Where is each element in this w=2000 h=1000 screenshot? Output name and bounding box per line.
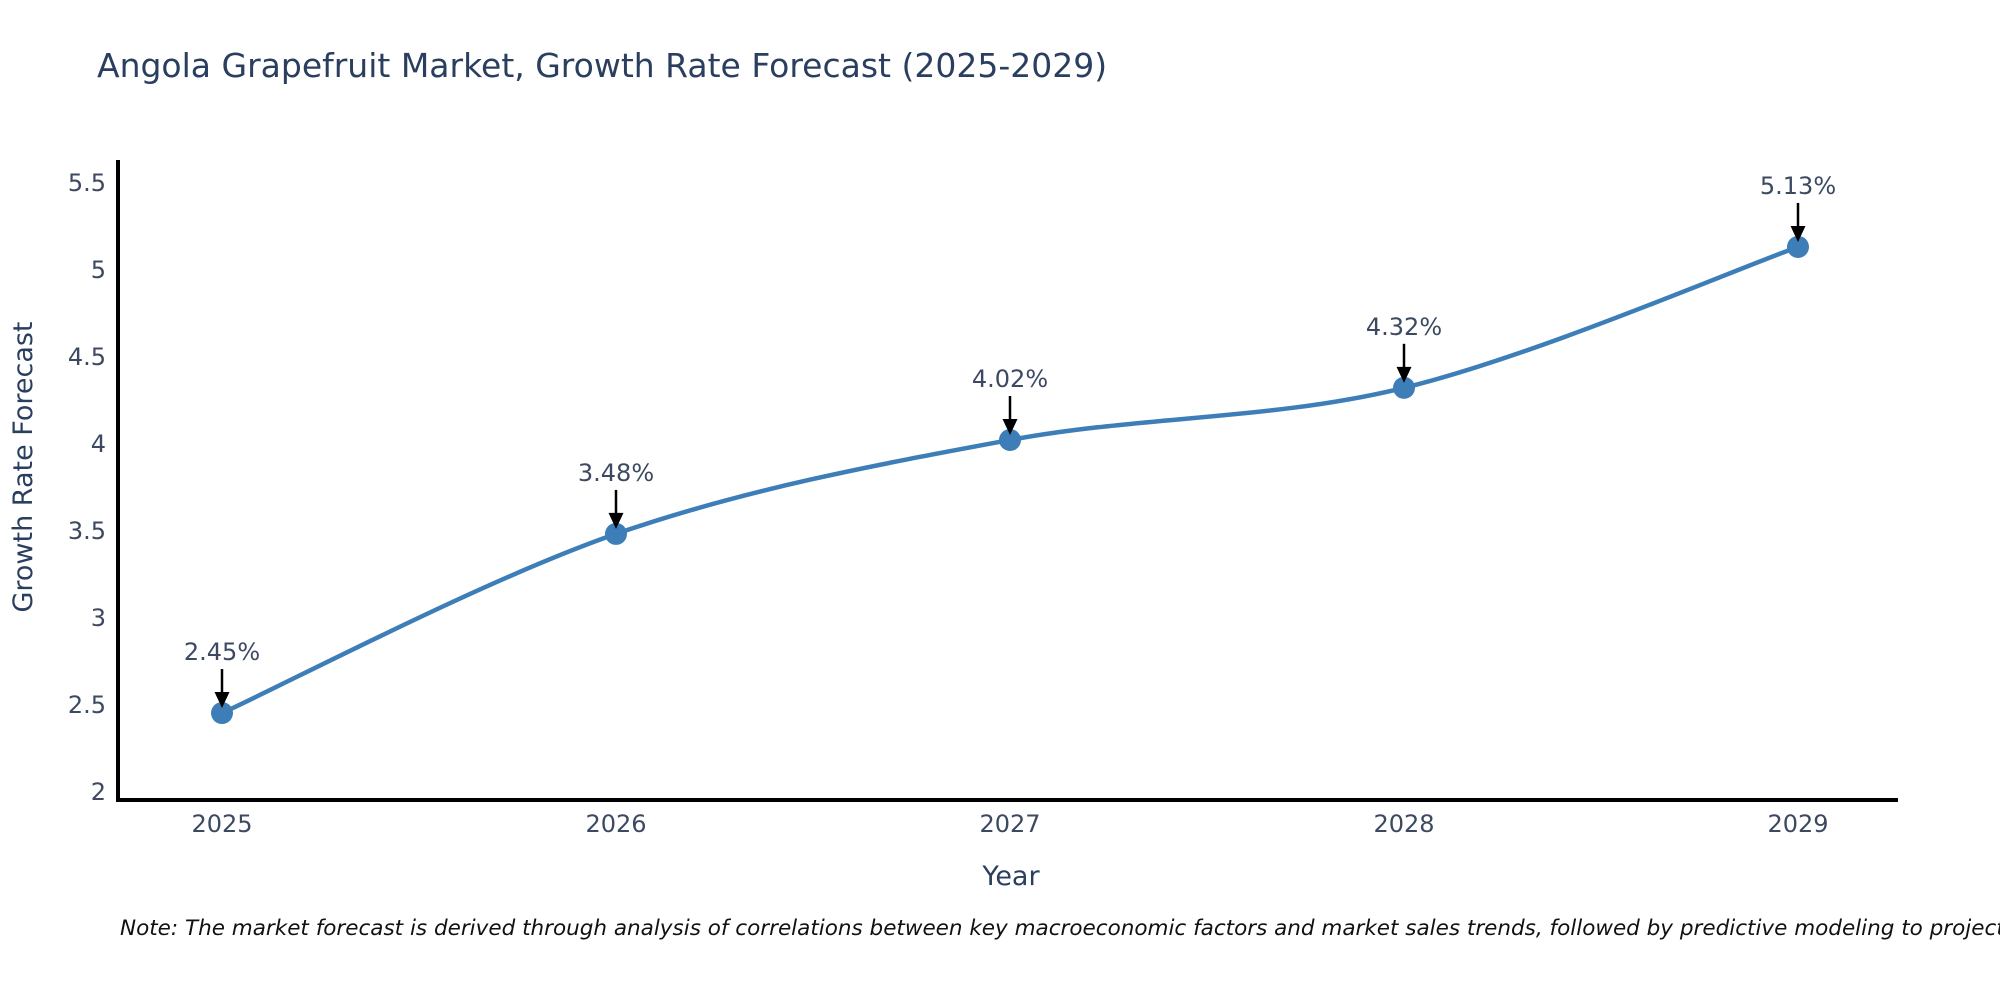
annotation-arrowhead-icon [1002, 419, 1018, 435]
data-point-marker [999, 429, 1021, 451]
y-tick-label: 4.5 [68, 343, 106, 371]
point-value-label: 4.32% [1366, 313, 1442, 341]
x-tick-label: 2027 [979, 810, 1040, 838]
point-value-label: 4.02% [972, 365, 1048, 393]
annotation-arrowhead-icon [1396, 366, 1412, 383]
y-tick-label: 3 [91, 604, 106, 632]
annotation-arrowhead-icon [608, 512, 624, 529]
data-point-marker [1787, 235, 1809, 258]
axis-lines [116, 160, 1898, 802]
y-axis-title: Growth Rate Forecast [8, 321, 39, 612]
annotation-arrowhead-icon [214, 692, 230, 709]
forecast-line [219, 244, 1801, 716]
data-series [211, 235, 1809, 725]
footnote: Note: The market forecast is derived thr… [120, 916, 2000, 941]
point-value-label: 3.48% [578, 459, 654, 487]
x-tick-label: 2028 [1373, 810, 1434, 838]
point-annotations: 2.45% 3.48% 4.02% 4.32% 5.13% [184, 172, 1836, 709]
data-point-marker [605, 522, 627, 545]
annotation-arrowhead-icon [1790, 225, 1806, 242]
y-axis-tick-labels: 2 2.5 3 3.5 4 4.5 5 5.5 [68, 169, 106, 806]
x-tick-label: 2029 [1767, 810, 1828, 838]
point-value-label: 5.13% [1760, 172, 1836, 200]
point-value-label: 2.45% [184, 638, 260, 666]
x-axis-tick-labels: 2025 2026 2027 2028 2029 [191, 810, 1828, 838]
x-axis-title: Year [981, 861, 1040, 892]
y-tick-label: 4 [91, 430, 106, 458]
y-tick-label: 5 [91, 256, 106, 284]
data-point-marker [211, 702, 233, 725]
y-tick-label: 3.5 [68, 517, 106, 545]
y-tick-label: 5.5 [68, 169, 106, 197]
y-tick-label: 2 [91, 778, 106, 806]
data-point-marker [1393, 376, 1415, 399]
x-tick-label: 2025 [191, 810, 252, 838]
chart-title: Angola Grapefruit Market, Growth Rate Fo… [97, 46, 1107, 85]
y-tick-label: 2.5 [68, 691, 106, 719]
x-tick-label: 2026 [585, 810, 646, 838]
